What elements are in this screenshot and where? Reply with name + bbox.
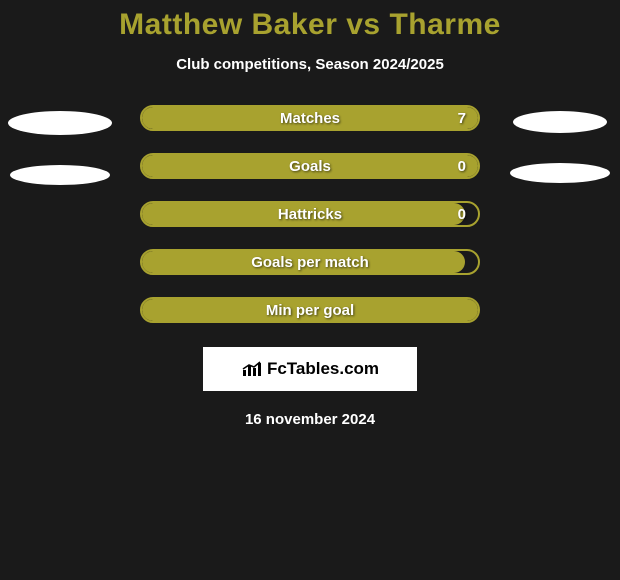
right-decor-column xyxy=(500,105,620,183)
decor-ellipse-left xyxy=(8,111,112,135)
stat-bar: Matches7 xyxy=(140,105,480,131)
stat-bar: Goals0 xyxy=(140,153,480,179)
stat-layout: Matches7Goals0Hattricks0Goals per matchM… xyxy=(0,105,620,323)
stat-label: Goals per match xyxy=(142,251,478,273)
brand-text: FcTables.com xyxy=(267,359,379,379)
stat-value: 0 xyxy=(458,203,466,225)
brand-chart-icon xyxy=(241,360,263,378)
stat-label: Matches xyxy=(142,107,478,129)
stat-bar: Hattricks0 xyxy=(140,201,480,227)
stat-value: 0 xyxy=(458,155,466,177)
page-subtitle: Club competitions, Season 2024/2025 xyxy=(176,56,444,73)
stat-label: Goals xyxy=(142,155,478,177)
date-line: 16 november 2024 xyxy=(245,411,375,428)
page-title: Matthew Baker vs Tharme xyxy=(119,8,501,42)
decor-ellipse-right xyxy=(513,111,607,133)
stat-label: Hattricks xyxy=(142,203,478,225)
decor-ellipse-left xyxy=(10,165,110,185)
decor-ellipse-right xyxy=(510,163,610,183)
stat-bar: Goals per match xyxy=(140,249,480,275)
stat-bar: Min per goal xyxy=(140,297,480,323)
left-decor-column xyxy=(0,105,120,185)
stat-value: 7 xyxy=(458,107,466,129)
stat-label: Min per goal xyxy=(142,299,478,321)
stat-list: Matches7Goals0Hattricks0Goals per matchM… xyxy=(126,105,494,323)
brand-box: FcTables.com xyxy=(203,347,417,391)
